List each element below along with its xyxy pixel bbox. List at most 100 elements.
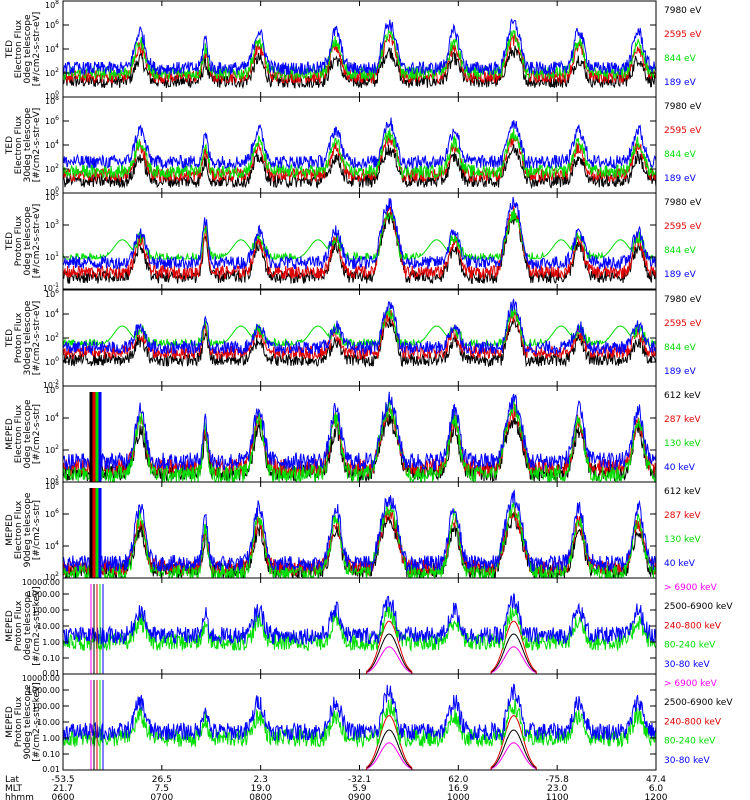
panel-series-group <box>63 196 656 285</box>
y-tick-base: 10 <box>45 69 55 78</box>
y-axis-label-line: 90deg telescope <box>23 684 33 759</box>
panel-series-group <box>63 18 656 90</box>
y-tick-label: 106 <box>45 115 59 126</box>
y-tick-label: 10-1 <box>43 282 59 293</box>
legend-entry: 612 keV <box>664 487 701 497</box>
legend-entry: 40 keV <box>664 559 696 569</box>
x-tick-label: 0600 <box>52 793 75 800</box>
series-line-2595-ev <box>63 310 656 361</box>
y-tick-label: 104 <box>45 308 59 319</box>
series-line-844-ev <box>63 306 656 348</box>
y-axis-label-line: 0deg telescope <box>23 591 33 661</box>
y-tick-exp: 2 <box>55 444 59 451</box>
y-tick-base: 10 <box>45 446 55 455</box>
legend-entry: 7980 eV <box>664 102 702 112</box>
legend-entry: 30-80 keV <box>664 660 710 670</box>
legend-entry: 7980 eV <box>664 295 702 305</box>
series-line-7980-ev <box>63 143 656 190</box>
series-line-844-ev <box>63 128 656 180</box>
y-tick-label: 102 <box>45 67 59 78</box>
y-tick-exp: 6 <box>55 384 59 391</box>
y-axis-label-line: TED <box>5 136 15 155</box>
y-tick-label: 104 <box>45 43 59 54</box>
y-tick-base: 10 <box>45 310 55 319</box>
y-tick-exp: 4 <box>55 412 59 419</box>
legend-entry: 80-240 keV <box>664 641 716 651</box>
legend-entry: 844 eV <box>664 343 697 353</box>
x-tick-label: 6.0 <box>649 784 664 794</box>
legend-entry: 7980 eV <box>664 198 702 208</box>
y-axis-label-line: 30deg telescope <box>23 107 33 182</box>
y-tick-exp: 8 <box>55 480 59 487</box>
legend-entry: > 6900 keV <box>664 583 718 593</box>
y-axis-label-line: TED <box>5 232 15 251</box>
x-tick-label: 21.7 <box>53 784 73 794</box>
y-axis-label-line: Electron Flux <box>14 500 24 559</box>
legend-entry: 240-800 keV <box>664 717 722 727</box>
y-tick-base: 10 <box>45 117 55 126</box>
y-axis-label-line: MEPED <box>5 610 15 642</box>
y-tick-label: 1000.00 <box>27 686 60 695</box>
legend-entry: > 6900 keV <box>664 679 718 689</box>
x-tick-label: 0800 <box>249 793 272 800</box>
legend-entry: 189 eV <box>664 270 697 280</box>
series-line-189-ev <box>63 117 656 170</box>
y-axis-label-line: Electron Flux <box>14 19 24 78</box>
y-tick-exp: 2 <box>55 163 59 170</box>
x-tick-label: 1000 <box>447 793 470 800</box>
y-tick-base: 10 <box>45 542 55 551</box>
y-tick-label: 1.00 <box>42 734 60 743</box>
y-tick-label: 10.00 <box>37 718 60 727</box>
y-axis-label-line: MEPED <box>5 418 15 450</box>
x-axis-row-label: MLT <box>5 784 23 794</box>
y-tick-label: 0.01 <box>42 669 60 678</box>
series-line-130-kev <box>63 398 656 482</box>
y-axis-label-line: TED <box>5 40 15 59</box>
series-line-189-ev <box>63 196 656 271</box>
y-tick-label: 102 <box>45 332 59 343</box>
y-axis-label-line: [#/cm2-s-str] <box>32 500 42 560</box>
y-tick-label: 108 <box>45 0 59 10</box>
y-tick-base: 10 <box>45 193 55 202</box>
y-tick-exp: 4 <box>55 308 59 315</box>
y-tick-label: 102 <box>45 475 59 486</box>
y-axis-label-line: Proton Flux <box>14 312 24 363</box>
y-tick-base: 10 <box>45 334 55 343</box>
legend-entry: 189 eV <box>664 174 697 184</box>
panel-series-group <box>63 680 656 770</box>
panel-series-group <box>63 488 656 578</box>
legend-entry: 189 eV <box>664 367 697 377</box>
legend-entry: 287 keV <box>664 415 701 425</box>
series-line-80-240-kev <box>63 605 656 653</box>
y-tick-exp: 4 <box>55 540 59 547</box>
y-tick-label: 104 <box>45 540 59 551</box>
y-tick-label: 100 <box>45 90 59 101</box>
y-tick-label: 108 <box>45 480 59 491</box>
legend-entry: 2500-6900 keV <box>664 698 733 708</box>
y-axis-label-line: Proton Flux <box>14 600 24 651</box>
y-tick-label: 0.10 <box>42 654 60 663</box>
x-axis-row-label: Lat <box>5 775 20 785</box>
series-line-2595-ev <box>63 205 656 281</box>
series-line-40-kev <box>63 489 656 573</box>
x-tick-label: 19.0 <box>251 784 271 794</box>
y-tick-label: 106 <box>45 384 59 395</box>
y-axis-label-line: 0deg telescope <box>23 14 33 84</box>
panel-meped-proton-0: 0.01 0.10 1.00 10.00 100.00 1000.00 10000.00 ME… <box>5 577 733 678</box>
y-tick-base: 10 <box>45 386 55 395</box>
legend-entry: 130 keV <box>664 535 701 545</box>
series-line-30-80-kev <box>63 683 656 742</box>
y-tick-exp: 0 <box>55 90 59 97</box>
legend-entry: 2500-6900 keV <box>664 602 733 612</box>
y-tick-exp: 6 <box>55 115 59 122</box>
y-tick-base: 10 <box>45 358 55 367</box>
legend-entry: 80-240 keV <box>664 737 716 747</box>
y-axis-label-line: 30deg telescope <box>23 300 33 375</box>
y-tick-label: 104 <box>45 139 59 150</box>
y-tick-label: 105 <box>45 191 59 202</box>
legend-entry: 130 keV <box>664 439 701 449</box>
panel-frame <box>62 577 657 675</box>
